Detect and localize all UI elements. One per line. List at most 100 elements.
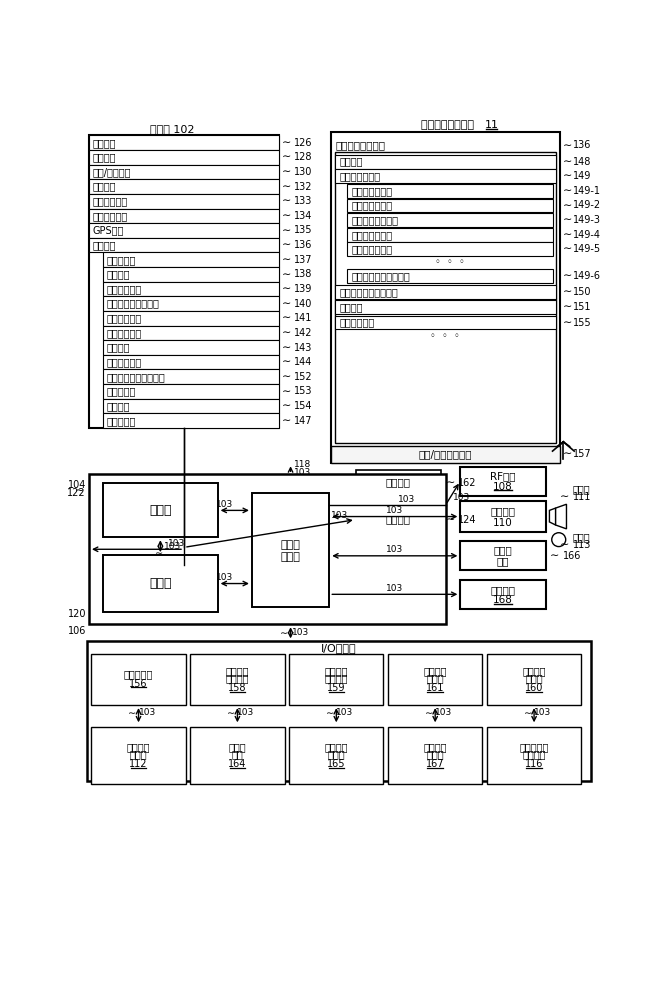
Text: ∼: ∼ — [563, 318, 572, 328]
Text: ∼: ∼ — [563, 157, 572, 167]
Text: 133: 133 — [294, 196, 313, 206]
Text: 162: 162 — [458, 478, 477, 488]
Polygon shape — [550, 508, 556, 525]
Text: ∼: ∼ — [446, 515, 455, 525]
Text: 处理器: 处理器 — [149, 577, 172, 590]
Text: 文本输入模块: 文本输入模块 — [93, 211, 128, 221]
Text: ∼: ∼ — [282, 313, 291, 323]
Text: ∼: ∼ — [282, 255, 291, 265]
Text: 接触/运动模块: 接触/运动模块 — [93, 167, 131, 177]
Text: 161: 161 — [426, 683, 444, 693]
Text: 110: 110 — [493, 518, 512, 528]
Text: 149-5: 149-5 — [573, 244, 601, 254]
Text: ∼: ∼ — [563, 200, 572, 210]
Text: 157: 157 — [573, 449, 592, 459]
Text: 106: 106 — [68, 626, 86, 636]
Text: 166: 166 — [563, 551, 581, 561]
Text: 149-1: 149-1 — [573, 186, 601, 196]
Bar — [89, 165, 279, 179]
Text: 强度传感: 强度传感 — [325, 666, 348, 676]
Text: 103: 103 — [216, 500, 233, 509]
Text: ∼: ∼ — [563, 215, 572, 225]
Bar — [91, 727, 186, 784]
Text: 120: 120 — [68, 609, 86, 619]
Text: 桌面小程序创建器模块: 桌面小程序创建器模块 — [339, 287, 398, 297]
Bar — [89, 209, 279, 223]
Text: 用户创建的桌面小程序: 用户创建的桌面小程序 — [352, 271, 410, 281]
Text: 日历模块: 日历模块 — [339, 157, 363, 167]
Bar — [103, 355, 279, 369]
Text: ∼: ∼ — [326, 708, 334, 718]
Bar — [335, 169, 556, 183]
Text: 加速度计: 加速度计 — [491, 585, 515, 595]
Text: 控制器: 控制器 — [426, 674, 444, 684]
Text: 103: 103 — [398, 495, 416, 504]
Text: ∼: ∼ — [280, 628, 288, 638]
Bar — [89, 135, 279, 428]
Text: 137: 137 — [294, 255, 313, 265]
Polygon shape — [556, 504, 566, 529]
Text: 103: 103 — [453, 493, 471, 502]
Bar — [87, 641, 591, 781]
Text: 143: 143 — [294, 343, 313, 353]
Text: ∼: ∼ — [282, 138, 291, 148]
Text: 154: 154 — [294, 401, 313, 411]
Text: I/O子系统: I/O子系统 — [321, 643, 357, 653]
Text: ∼: ∼ — [282, 284, 291, 294]
Text: 103: 103 — [168, 539, 185, 548]
Text: 103: 103 — [534, 708, 552, 717]
Text: 麦克风: 麦克风 — [573, 532, 590, 542]
Text: 111: 111 — [573, 492, 591, 502]
Text: 操作系统: 操作系统 — [93, 138, 117, 148]
Text: 160: 160 — [525, 683, 543, 693]
Bar — [91, 654, 186, 705]
Text: 光学传感: 光学传感 — [225, 666, 249, 676]
Text: RF电路: RF电路 — [490, 471, 516, 481]
Text: 计算器桌面小程序: 计算器桌面小程序 — [352, 215, 399, 225]
Text: 155: 155 — [573, 318, 592, 328]
Text: 器控制器: 器控制器 — [225, 674, 249, 684]
Text: 感器: 感器 — [231, 749, 243, 759]
Text: ∼: ∼ — [563, 230, 572, 240]
Text: 151: 151 — [573, 302, 592, 312]
Bar — [103, 326, 279, 340]
Text: 便携式多功能设备: 便携式多功能设备 — [421, 120, 477, 130]
Text: ∼: ∼ — [563, 186, 572, 196]
Text: 139: 139 — [294, 284, 313, 294]
Bar — [335, 300, 556, 314]
Text: ∼: ∼ — [282, 401, 291, 411]
Text: 存储器 102: 存储器 102 — [150, 124, 195, 134]
Text: 电子邮件客户端模块: 电子邮件客户端模块 — [107, 299, 160, 309]
Text: 感器: 感器 — [497, 556, 509, 566]
Text: 126: 126 — [294, 138, 313, 148]
Text: 闹钟桌面小程序: 闹钟桌面小程序 — [352, 230, 393, 240]
Text: 112: 112 — [129, 759, 148, 769]
Text: 器控制器: 器控制器 — [325, 674, 348, 684]
Text: ◦  ◦  ◦: ◦ ◦ ◦ — [430, 331, 460, 341]
Text: 通信模块: 通信模块 — [93, 152, 117, 162]
Text: 103: 103 — [216, 573, 233, 582]
Text: 150: 150 — [573, 287, 592, 297]
Bar — [89, 238, 279, 252]
Text: 149-2: 149-2 — [573, 200, 601, 210]
Bar — [487, 654, 581, 705]
Text: 140: 140 — [294, 299, 313, 309]
Bar — [103, 399, 279, 413]
Text: ∼: ∼ — [563, 449, 572, 459]
Bar — [335, 285, 556, 299]
Bar — [388, 654, 482, 705]
Text: 触觉反馈: 触觉反馈 — [424, 666, 447, 676]
Text: 103: 103 — [435, 708, 452, 717]
Text: 控制器: 控制器 — [149, 504, 172, 517]
Bar — [347, 199, 554, 212]
Bar — [460, 541, 546, 570]
Circle shape — [552, 533, 566, 547]
Text: ∼: ∼ — [75, 486, 84, 496]
Text: ∼: ∼ — [563, 287, 572, 297]
Text: 103: 103 — [139, 708, 156, 717]
Text: 相机模块: 相机模块 — [107, 343, 131, 353]
Text: ∼: ∼ — [563, 271, 572, 281]
Text: 设备/全局内部状态: 设备/全局内部状态 — [418, 449, 472, 459]
Text: 148: 148 — [573, 157, 592, 167]
Bar — [460, 501, 546, 532]
